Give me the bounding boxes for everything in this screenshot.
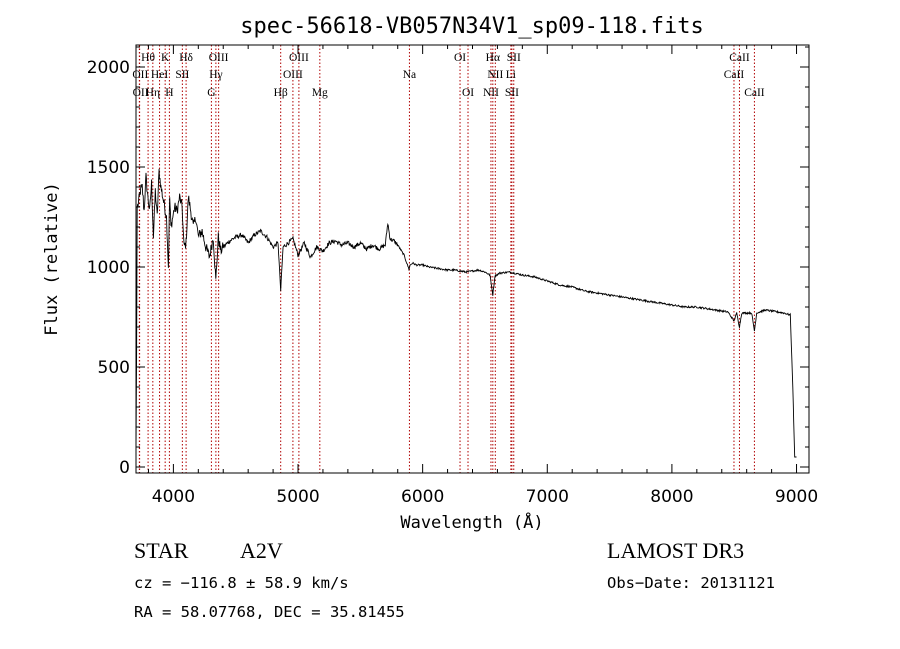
line-label-8: Hδ	[179, 52, 193, 64]
y-tick-label-2: 1000	[87, 258, 130, 278]
line-label-16: Na	[403, 69, 416, 81]
line-label-25: CaII	[724, 69, 745, 81]
line-label-24: SII	[507, 52, 521, 64]
line-label-26: CaII	[729, 52, 750, 64]
x-tick-label-0: 4000	[152, 487, 195, 507]
line-label-9: G	[207, 87, 215, 99]
line-label-23: Li	[506, 69, 516, 81]
line-label-2: Hθ	[141, 52, 155, 64]
object-subclass: A2V	[240, 538, 283, 563]
line-label-20: Hα	[486, 52, 500, 64]
line-label-11: OIII	[209, 52, 229, 64]
line-label-5: K	[161, 52, 170, 64]
x-tick-label-1: 5000	[276, 487, 319, 507]
cz-value: cz = −116.8 ± 58.9 km/s	[134, 574, 349, 592]
obs-date: Obs−Date: 20131121	[607, 574, 775, 592]
series-layer	[135, 168, 797, 458]
line-label-19: NII	[483, 87, 499, 99]
plot-frame	[135, 44, 810, 474]
line-label-14: OIII	[289, 52, 309, 64]
line-label-18: OI	[462, 87, 474, 99]
line-label-27: CaII	[744, 87, 765, 99]
y-tick-label-4: 2000	[87, 58, 130, 78]
line-label-22: SII	[505, 87, 519, 99]
x-tick-label-2: 6000	[401, 487, 444, 507]
line-label-13: OIII	[283, 69, 303, 81]
y-axis-ticks: 0 500 1000 1500 2000	[87, 46, 809, 478]
y-tick-label-3: 1500	[87, 158, 130, 178]
x-axis-ticks: 4000 5000 6000 7000 8000 9000	[147, 45, 818, 507]
chart-title: spec-56618-VB057N34V1_sp09-118.fits	[240, 14, 704, 39]
y-tick-label-1: 500	[98, 358, 130, 378]
spectrum-line-0	[135, 168, 797, 458]
line-label-3: Hη	[146, 87, 160, 99]
line-label-17: OI	[454, 52, 466, 64]
y-axis-label: Flux (relative)	[42, 182, 62, 336]
x-tick-label-4: 8000	[650, 487, 693, 507]
line-label-10: Hγ	[209, 69, 222, 81]
x-tick-label-3: 7000	[526, 487, 569, 507]
x-axis-label: Wavelength (Å)	[400, 511, 543, 533]
ra-dec: RA = 58.07768, DEC = 35.81455	[134, 603, 405, 621]
line-label-15: Mg	[312, 87, 328, 99]
emission-line-markers	[138, 45, 755, 473]
line-label-4: HeI	[151, 69, 168, 81]
line-label-12: Hβ	[274, 87, 288, 99]
line-label-7: SII	[175, 69, 189, 81]
survey-name: LAMOST DR3	[607, 538, 745, 563]
line-label-1: OII	[133, 87, 149, 99]
emission-line-labels: OIIOIIHθHηHeIKHSIIHδGHγOIIIHβOIIIOIIIMgN…	[132, 52, 764, 99]
y-tick-label-0: 0	[119, 458, 130, 478]
x-tick-label-5: 9000	[775, 487, 818, 507]
line-label-21: NII	[487, 69, 503, 81]
line-label-0: OII	[132, 69, 148, 81]
line-label-6: H	[165, 87, 173, 99]
object-class: STAR	[134, 538, 189, 563]
